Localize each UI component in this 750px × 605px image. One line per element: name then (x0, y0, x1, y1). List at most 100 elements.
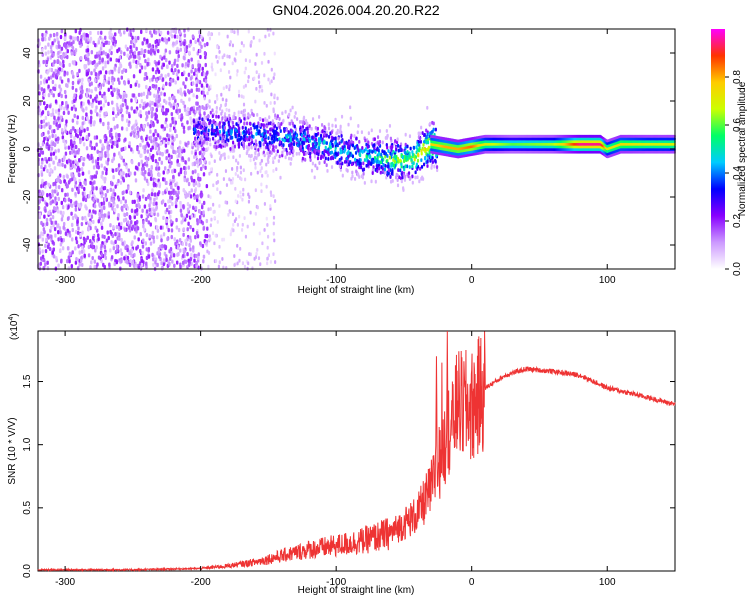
spectrogram-cell (87, 194, 91, 199)
spectrogram-cell (429, 121, 432, 126)
spectrogram-cell (245, 130, 248, 134)
spectrogram-cell (115, 113, 118, 119)
spectrogram-cell (54, 220, 58, 225)
spectrogram-cell (156, 119, 159, 124)
spectrogram-cell (254, 151, 257, 156)
spectrogram-cell (302, 120, 305, 125)
spectrogram-cell (204, 127, 207, 132)
spectrogram-cell (110, 132, 113, 137)
spectrogram-cell (58, 162, 62, 167)
spectrogram-cell (318, 161, 321, 166)
spectrogram-cell (161, 37, 164, 42)
spectrogram-cell (326, 168, 329, 173)
spectrogram-cell (145, 84, 148, 90)
spectrogram-cell (187, 126, 190, 131)
spectrogram-cell (166, 170, 169, 175)
spectrogram-cell (236, 69, 239, 73)
spectrogram-cell (40, 164, 43, 170)
spectrogram-cell (64, 129, 67, 134)
spectrogram-cell (228, 177, 231, 182)
spectrogram-cell (270, 92, 273, 97)
spectrogram-cell (302, 116, 305, 121)
spectrogram-cell (250, 130, 253, 135)
spectrogram-cell (38, 250, 41, 255)
spectrogram-cell (165, 64, 169, 69)
spectrogram-cell (197, 177, 201, 182)
spectrogram-cell (82, 197, 85, 202)
spectrogram-cell (278, 154, 281, 159)
spectrogram-cell (44, 51, 48, 56)
spectrogram-cell (218, 121, 221, 125)
spectrogram-cell (331, 142, 334, 147)
spectrogram-cell (168, 256, 172, 261)
spectrogram-cell (189, 76, 193, 81)
spectrogram-cell (360, 174, 363, 179)
spectrogram-cell (192, 46, 195, 52)
spectrogram-cell (346, 151, 349, 156)
spectrogram-cell (119, 199, 123, 205)
spectrogram-cell (151, 188, 154, 193)
spectrogram-cell (217, 264, 220, 269)
spectrogram-cell (319, 133, 323, 138)
spectrogram-cell (301, 140, 304, 145)
spectrogram-cell (163, 55, 166, 60)
spectrogram-cell (155, 225, 159, 230)
spectrogram-cell (164, 180, 168, 186)
spectrogram-cell (243, 216, 246, 220)
spectrogram-cell (296, 117, 299, 121)
spectrogram-cell (117, 68, 121, 73)
spectrogram-cell (59, 76, 62, 81)
spectrogram-cell (53, 142, 57, 148)
spectrogram-cell (241, 197, 244, 202)
spectrogram-cell (302, 137, 306, 141)
spectrogram-cell (113, 261, 116, 267)
spectrogram-cell (120, 147, 123, 152)
spectrogram-cell (116, 123, 119, 129)
spectrogram-cell (60, 79, 64, 84)
spectrogram-cell (145, 247, 149, 252)
spectrogram-cell (392, 163, 395, 168)
spectrogram-cell (290, 156, 293, 161)
spectrogram-cell (140, 65, 144, 70)
spectrogram-cell (215, 114, 218, 119)
spectrogram-cell (257, 152, 260, 156)
spectrogram-cell (140, 214, 143, 219)
spectrogram-cell (294, 131, 297, 135)
spectrogram-cell (182, 129, 186, 134)
spectrogram-cell (146, 61, 149, 67)
spectrogram-cell (220, 92, 223, 97)
spectrogram-cell (99, 139, 102, 144)
spectrogram-cell (163, 98, 166, 104)
spectrogram-cell (142, 188, 145, 193)
spectrogram-cell (321, 129, 324, 134)
spectrogram-cell (219, 143, 222, 148)
spectrogram-cell (143, 37, 146, 42)
spectrogram-cell (101, 217, 105, 222)
spectrogram-cell (274, 199, 277, 203)
spectrogram-cell (182, 125, 186, 130)
spectrogram-cell (237, 126, 241, 131)
spectrogram-cell (129, 54, 132, 59)
spectrogram-cell (112, 116, 115, 122)
spectrogram-cell (258, 89, 261, 94)
spectrogram-cell (211, 231, 215, 236)
spectrogram-cell (199, 160, 202, 165)
spectrogram-cell (268, 115, 271, 120)
spectrogram-cell (99, 118, 102, 123)
spectrogram-cell (166, 236, 169, 242)
spectrogram-cell (168, 261, 171, 266)
spectrogram-cell (237, 144, 241, 149)
spectrogram-cell (123, 51, 126, 56)
spectrogram-cell (107, 125, 110, 130)
spectrogram-cell (396, 143, 400, 148)
spectrogram-cell (56, 37, 59, 42)
spectrogram-cell (183, 104, 187, 109)
spectrogram-cell (70, 41, 73, 47)
spectrogram-cell (240, 110, 243, 115)
spectrogram-cell (418, 131, 422, 136)
spectrogram-cell (51, 189, 54, 194)
spectrogram-cell (117, 197, 121, 202)
spectrogram-cell (292, 153, 295, 158)
spectrogram-cell (49, 124, 52, 130)
spectrogram-cell (90, 81, 93, 86)
